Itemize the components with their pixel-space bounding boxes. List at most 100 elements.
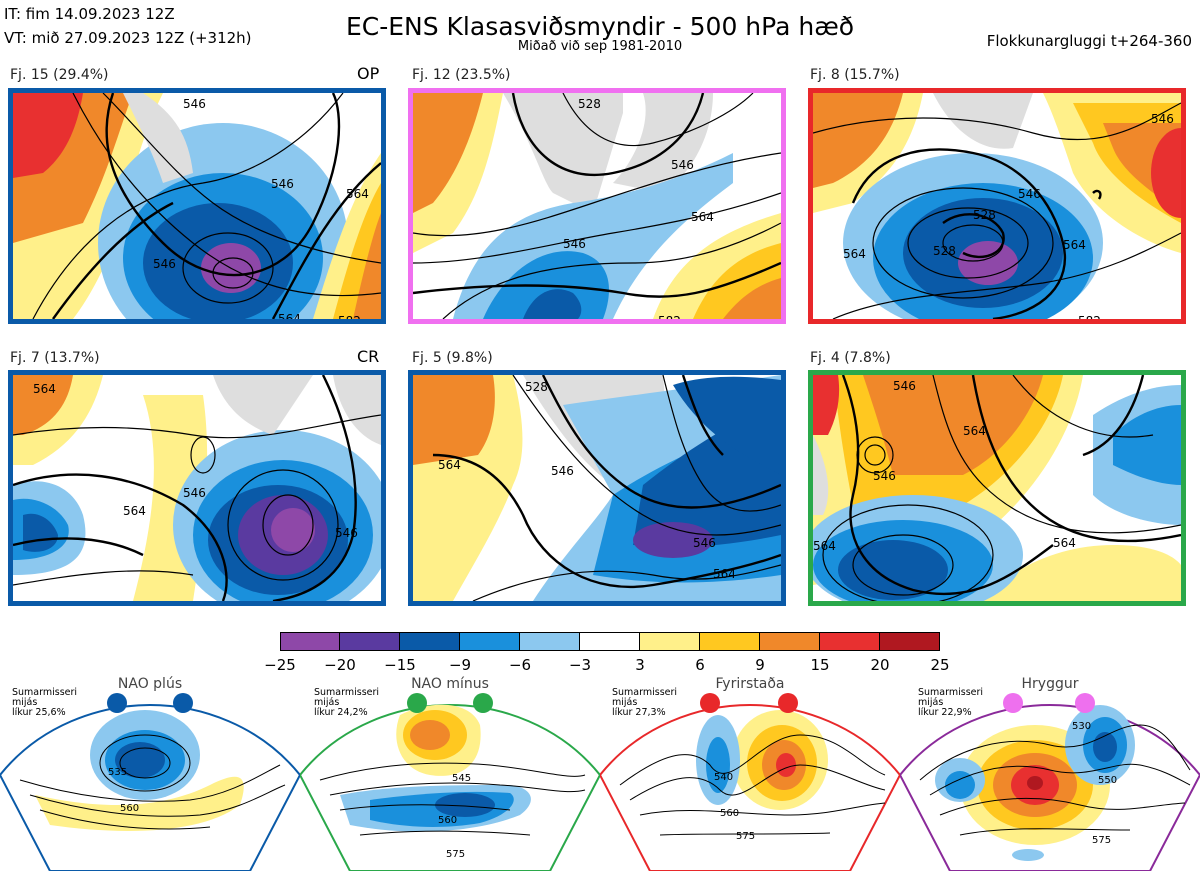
panel-3-label: Fj. 8 (15.7%) bbox=[810, 67, 900, 83]
panel-6-label: Fj. 4 (7.8%) bbox=[810, 350, 891, 366]
regime-3-contour-a: 540 bbox=[714, 772, 734, 783]
panel-5-label: Fj. 5 (9.8%) bbox=[412, 350, 493, 366]
regime-blocking: Fyrirstaða Sumarmisseri mijás líkur 27,3% … bbox=[598, 675, 902, 872]
colorbar-segment bbox=[340, 632, 400, 651]
p4-contour-546-a: 546 bbox=[183, 486, 206, 500]
cluster-map-2: 528 546 546 564 582 bbox=[408, 88, 786, 324]
init-time: IT: fim 14.09.2023 12Z bbox=[4, 5, 175, 23]
cluster-map-5: 528 564 546 546 564 582 bbox=[408, 370, 786, 606]
regime-1-info: Sumarmisseri mijás líkur 25,6% bbox=[12, 687, 78, 718]
p5-contour-564-a: 564 bbox=[438, 458, 461, 472]
p6-contour-546-a: 546 bbox=[893, 379, 916, 393]
colorbar-tick-label: −15 bbox=[384, 656, 416, 674]
regime-nao-minus: NAO mínus Sumarmisseri mijás líkur 24,2% 5… bbox=[298, 675, 602, 872]
regime-1-contour-b: 560 bbox=[120, 803, 140, 814]
colorbar-tick-label: 3 bbox=[635, 656, 645, 674]
colorbar-segment bbox=[700, 632, 760, 651]
p2-contour-546-b: 546 bbox=[563, 237, 586, 251]
panel-4-tag: CR bbox=[357, 347, 380, 366]
regime-3-contour-c: 575 bbox=[736, 831, 756, 842]
p4-contour-564-a: 564 bbox=[123, 504, 146, 518]
regime-2-marker-left bbox=[407, 693, 427, 713]
colorbar-segment bbox=[880, 632, 940, 651]
p3-contour-582: 582 bbox=[1078, 314, 1101, 319]
p3-contour-528-b: 528 bbox=[933, 244, 956, 258]
regime-2-info: Sumarmisseri mijás líkur 24,2% bbox=[314, 687, 380, 718]
p4-contour-564-c: 564 bbox=[33, 382, 56, 396]
p3-contour-546-b: 546 bbox=[1018, 187, 1041, 201]
regime-2-contour-a: 545 bbox=[452, 773, 472, 784]
colorbar-tick-label: 6 bbox=[695, 656, 705, 674]
p6-contour-546-b: 546 bbox=[873, 469, 896, 483]
p1-contour-546-b: 546 bbox=[271, 177, 294, 191]
page-title: EC-ENS Klasasviðsmyndir - 500 hPa hæð bbox=[345, 12, 855, 41]
p2-contour-528: 528 bbox=[578, 97, 601, 111]
colorbar-segment bbox=[280, 632, 340, 651]
regime-4-info: Sumarmisseri mijás líkur 22,9% bbox=[918, 687, 984, 718]
cluster-map-1: 546 546 546 564 564 582 bbox=[8, 88, 386, 324]
p5-contour-564-b: 564 bbox=[713, 567, 736, 581]
regime-4-contour-b: 550 bbox=[1098, 775, 1118, 786]
p1-contour-564-a: 564 bbox=[346, 187, 369, 201]
p1-contour-564-b: 564 bbox=[278, 312, 301, 319]
p1-contour-546-a: 546 bbox=[183, 97, 206, 111]
valid-time: VT: mið 27.09.2023 12Z (+312h) bbox=[4, 29, 252, 47]
regime-3-marker-right bbox=[778, 693, 798, 713]
p5-contour-546-b: 546 bbox=[693, 536, 716, 550]
panel-1-label: Fj. 15 (29.4%) bbox=[10, 67, 109, 83]
regime-1-marker-right bbox=[173, 693, 193, 713]
regime-4-name: Hryggur bbox=[1021, 676, 1079, 692]
colorbar-tick-label: 20 bbox=[870, 656, 890, 674]
regime-4-contour-c: 575 bbox=[1092, 835, 1112, 846]
colorbar-tick-label: 25 bbox=[930, 656, 950, 674]
colorbar-tick-label: −3 bbox=[568, 656, 592, 674]
p3-contour-528-a: 528 bbox=[973, 208, 996, 222]
regime-1-name: NAO plús bbox=[117, 676, 183, 692]
p3-contour-564-a: 564 bbox=[1063, 238, 1086, 252]
page-subtitle: Miðað við sep 1981-2010 bbox=[517, 39, 683, 54]
p5-contour-546-a: 546 bbox=[551, 464, 574, 478]
panel-1-tag: OP bbox=[357, 64, 380, 83]
panel-4-label: Fj. 7 (13.7%) bbox=[10, 350, 100, 366]
p6-contour-564-b: 564 bbox=[1053, 536, 1076, 550]
regime-2-name: NAO mínus bbox=[411, 676, 489, 692]
regime-ridge: Hryggur Sumarmisseri mijás líkur 22,9% 530… bbox=[898, 675, 1200, 872]
colorbar-tick-label: −6 bbox=[508, 656, 532, 674]
regime-nao-plus: NAO plús Sumarmisseri mijás líkur 25,6% 53… bbox=[0, 675, 302, 872]
regime-3-info: Sumarmisseri mijás líkur 27,3% bbox=[612, 687, 678, 718]
p1-contour-582: 582 bbox=[338, 314, 361, 319]
regime-3-contour-b: 560 bbox=[720, 808, 740, 819]
colorbar-tick-label: −9 bbox=[448, 656, 472, 674]
cluster-map-3: 546 528 528 546 564 564 582 bbox=[808, 88, 1186, 324]
colorbar-segment bbox=[760, 632, 820, 651]
colorbar-tick-label: −25 bbox=[264, 656, 296, 674]
regime-1-contour-a: 535 bbox=[108, 767, 128, 778]
p6-contour-564-a: 564 bbox=[963, 424, 986, 438]
p3-contour-564-b: 564 bbox=[843, 247, 866, 261]
cluster-map-6: 546 564 546 564 564 582 bbox=[808, 370, 1186, 606]
panel-2-label: Fj. 12 (23.5%) bbox=[412, 67, 511, 83]
colorbar-tick-label: 15 bbox=[810, 656, 830, 674]
regime-2-contour-c: 575 bbox=[446, 849, 466, 860]
p1-contour-546-c: 546 bbox=[153, 257, 176, 271]
p6-contour-564-c: 564 bbox=[813, 539, 836, 553]
regime-4-contour-a: 530 bbox=[1072, 721, 1092, 732]
colorbar-segment bbox=[460, 632, 520, 651]
regime-1-marker-left bbox=[107, 693, 127, 713]
cluster-map-4: 546 564 546 564 564 bbox=[8, 370, 386, 606]
colorbar-tick-label: 9 bbox=[755, 656, 765, 674]
regime-2-contour-b: 560 bbox=[438, 815, 458, 826]
p4-contour-546-b: 546 bbox=[335, 526, 358, 540]
classification-window: Flokkunargluggi t+264-360 bbox=[986, 32, 1192, 50]
colorbar-segment bbox=[640, 632, 700, 651]
regime-2-marker-right bbox=[473, 693, 493, 713]
colorbar-segment bbox=[400, 632, 460, 651]
colorbar-segment bbox=[520, 632, 580, 651]
p5-contour-528: 528 bbox=[525, 380, 548, 394]
p2-contour-546-a: 546 bbox=[671, 158, 694, 172]
regime-4-marker-right bbox=[1075, 693, 1095, 713]
p2-contour-582: 582 bbox=[658, 314, 681, 319]
colorbar-segment bbox=[580, 632, 640, 651]
regime-3-marker-left bbox=[700, 693, 720, 713]
colorbar-segment bbox=[820, 632, 880, 651]
